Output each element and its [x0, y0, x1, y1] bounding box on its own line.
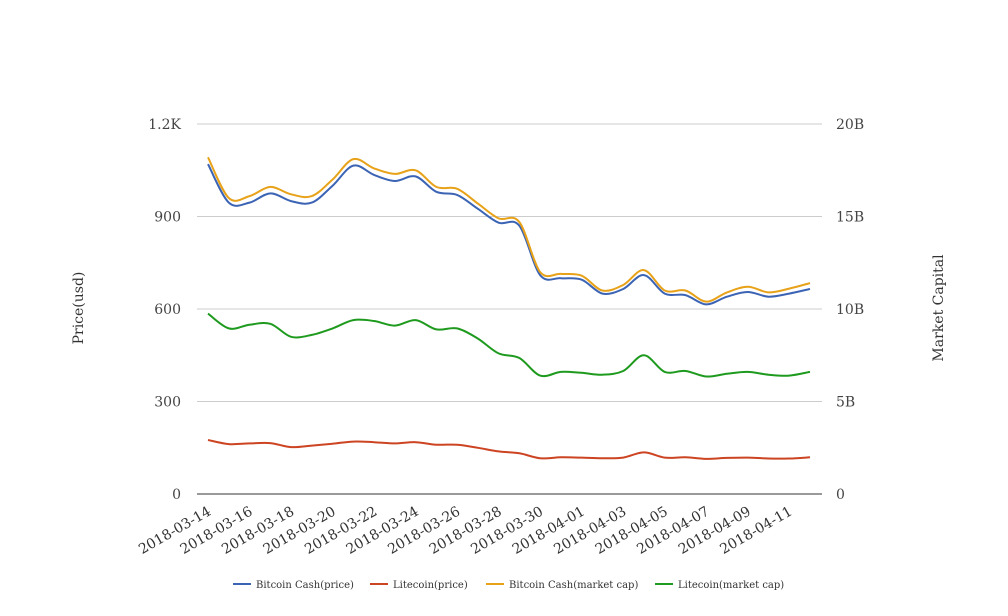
- legend-label: Litecoin(market cap): [678, 580, 784, 591]
- series-line-1: [207, 439, 811, 460]
- series-line-3: [207, 312, 811, 378]
- y2-tick-label: 5B: [836, 395, 855, 411]
- y-axis-title: Price(usd): [71, 272, 87, 345]
- x-axis: 2018-03-142018-03-162018-03-182018-03-20…: [136, 493, 822, 558]
- y2-axis-title: Market Capital: [931, 254, 947, 362]
- legend-label: Bitcoin Cash(market cap): [509, 580, 638, 591]
- y2-tick-label: 15B: [836, 210, 864, 226]
- y-tick-label: 600: [154, 302, 181, 318]
- y-tick-label: 300: [154, 395, 181, 411]
- series-line-2: [207, 156, 811, 303]
- legend: Bitcoin Cash(price) Litecoin(price) Bitcoi…: [233, 580, 784, 591]
- left-axis-ticks: 0 300 600 900 1.2K: [148, 117, 181, 503]
- series-line-0: [207, 163, 811, 306]
- legend-label: Bitcoin Cash(price): [256, 580, 354, 591]
- y2-tick-label: 10B: [836, 302, 864, 318]
- y-tick-label: 0: [172, 487, 181, 503]
- series-lines: [207, 156, 811, 460]
- legend-label: Litecoin(price): [393, 580, 468, 591]
- grid-lines: [197, 123, 822, 402]
- y-tick-label: 1.2K: [148, 117, 181, 133]
- y2-tick-label: 20B: [836, 117, 864, 133]
- right-axis-ticks: 0 5B 10B 15B 20B: [836, 117, 864, 503]
- y-tick-label: 900: [154, 210, 181, 226]
- y2-tick-label: 0: [836, 487, 845, 503]
